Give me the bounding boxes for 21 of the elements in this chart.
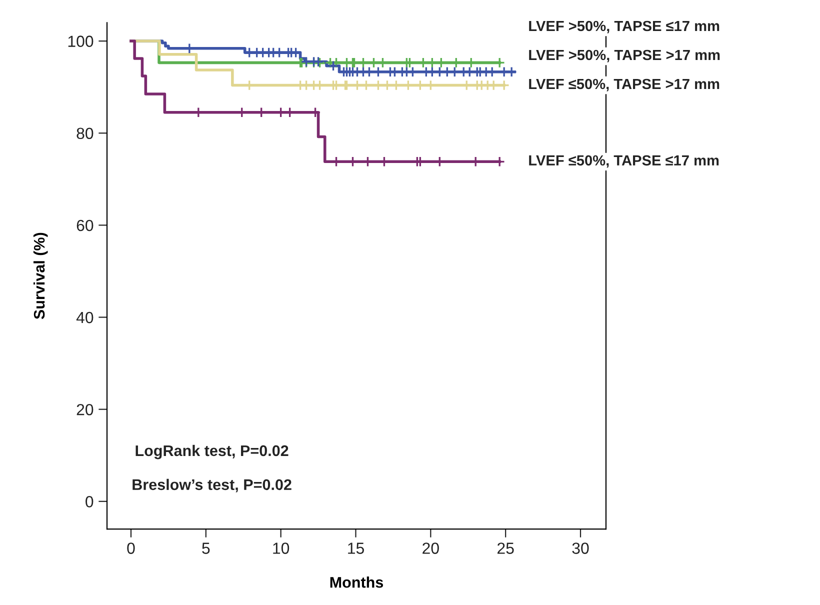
y-tick-label: 0 — [86, 496, 94, 508]
y-tick-label: 20 — [76, 404, 94, 416]
text: LVEF >50%, TAPSE ≤17 mm — [529, 20, 720, 34]
annotation: Breslow’s test, P=0.02 — [132, 478, 292, 492]
x-tick-label: 20 — [422, 542, 439, 554]
y-tick-label: 100 — [68, 36, 94, 47]
x-tick-label: 5 — [202, 542, 210, 554]
x-tick-label: 0 — [127, 542, 135, 554]
text: LVEF ≤50%, TAPSE ≤17 mm — [529, 155, 719, 168]
x-tick-label: 10 — [273, 542, 290, 554]
annotation: LogRank test, P=0.02 — [136, 444, 288, 460]
x-tick-label: 15 — [348, 542, 364, 554]
y-tick-label: 80 — [76, 128, 94, 140]
x-tick-label: 25 — [498, 542, 514, 554]
series-label: LVEF >50%, TAPSE >17 mm — [529, 50, 720, 62]
y-tick-label: 40 — [76, 312, 94, 324]
y-tick-label: 60 — [76, 220, 94, 232]
y-axis-title: Survival (%) — [33, 232, 48, 320]
x-tick-label: 30 — [572, 542, 589, 554]
x-axis-title: Months — [330, 576, 384, 588]
series-label: LVEF ≤50%, TAPSE >17 mm — [529, 78, 720, 92]
